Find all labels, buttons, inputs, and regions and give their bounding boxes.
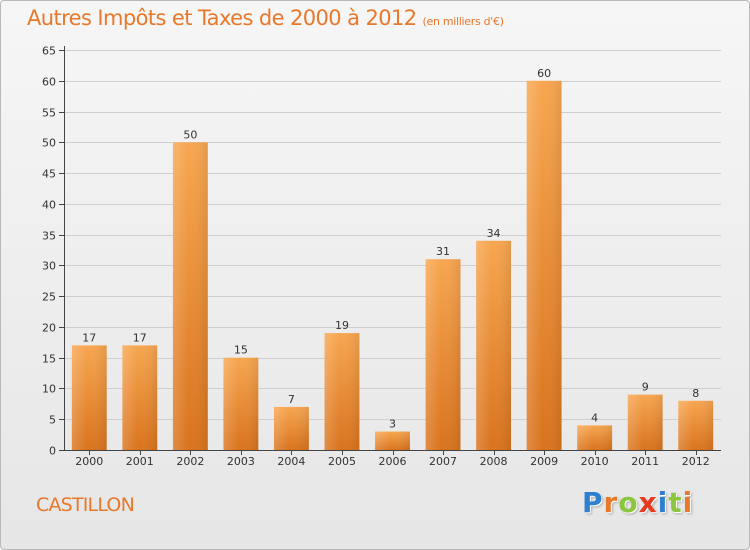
bar-shine xyxy=(526,80,562,451)
bar-shine xyxy=(172,142,208,451)
bar-shine xyxy=(375,431,410,450)
y-tick-label: 35 xyxy=(42,230,56,243)
x-tick-label: 2009 xyxy=(530,455,558,468)
data-label: 19 xyxy=(335,319,349,332)
y-tick-label: 65 xyxy=(42,45,56,58)
x-tick-label: 2011 xyxy=(631,455,659,468)
y-tick-label: 15 xyxy=(42,353,56,366)
bar-shine xyxy=(678,400,714,450)
y-tick-label: 20 xyxy=(42,322,56,335)
bar-shine xyxy=(122,345,158,450)
y-tick-label: 55 xyxy=(42,107,56,120)
data-label: 8 xyxy=(692,387,699,400)
y-tick-label: 25 xyxy=(42,291,56,304)
data-label: 60 xyxy=(537,67,551,80)
data-label: 50 xyxy=(183,128,197,141)
x-tick-label: 2000 xyxy=(75,455,103,468)
data-label: 17 xyxy=(133,331,147,344)
bar-shine xyxy=(324,333,360,450)
x-tick-label: 2007 xyxy=(429,455,457,468)
x-tick-label: 2012 xyxy=(682,455,710,468)
bar-shine xyxy=(71,345,107,450)
y-tick-label: 60 xyxy=(42,76,56,89)
bar-shine xyxy=(627,394,663,450)
x-tick-label: 2001 xyxy=(126,455,154,468)
x-tick-label: 2002 xyxy=(176,455,204,468)
logo-letter: x xyxy=(638,486,658,519)
y-tick-label: 10 xyxy=(42,383,56,396)
bar-shine xyxy=(425,259,461,450)
data-label: 17 xyxy=(82,331,96,344)
logo-letter: P xyxy=(582,486,604,519)
x-tick-label: 2005 xyxy=(328,455,356,468)
x-tick-label: 2008 xyxy=(480,455,508,468)
data-label: 15 xyxy=(234,344,248,357)
bar-shine xyxy=(223,357,259,450)
data-label: 4 xyxy=(591,411,598,424)
logo-letter: t xyxy=(668,486,683,519)
bar-shine xyxy=(273,406,309,450)
x-tick-label: 2004 xyxy=(277,455,305,468)
y-tick-label: 30 xyxy=(42,260,56,273)
data-label: 7 xyxy=(288,393,295,406)
commune-name: CASTILLON xyxy=(36,494,135,516)
logo-letter: i xyxy=(682,486,694,519)
logo-letter: i xyxy=(657,486,669,519)
y-tick-label: 0 xyxy=(49,445,56,458)
data-label: 3 xyxy=(389,418,396,431)
chart-title: Autres Impôts et Taxes de 2000 à 2012 xyxy=(27,6,417,30)
logo-letter: o xyxy=(618,486,639,519)
x-tick-label: 2006 xyxy=(379,455,407,468)
bar-shine xyxy=(476,240,512,450)
x-tick-label: 2003 xyxy=(227,455,255,468)
y-tick-label: 45 xyxy=(42,168,56,181)
data-label: 34 xyxy=(487,227,501,240)
x-tick-label: 2010 xyxy=(581,455,609,468)
chart-title-block: Autres Impôts et Taxes de 2000 à 2012 (en… xyxy=(27,6,504,30)
logo-letter: r xyxy=(603,486,619,519)
proxiti-logo[interactable]: Proxiti xyxy=(582,486,693,519)
bar-shine xyxy=(577,425,613,450)
data-label: 31 xyxy=(436,245,450,258)
y-tick-label: 50 xyxy=(42,137,56,150)
y-tick-label: 40 xyxy=(42,199,56,212)
y-tick-label: 5 xyxy=(49,414,56,427)
chart-unit: (en milliers d'€) xyxy=(422,15,504,28)
data-label: 9 xyxy=(642,381,649,394)
